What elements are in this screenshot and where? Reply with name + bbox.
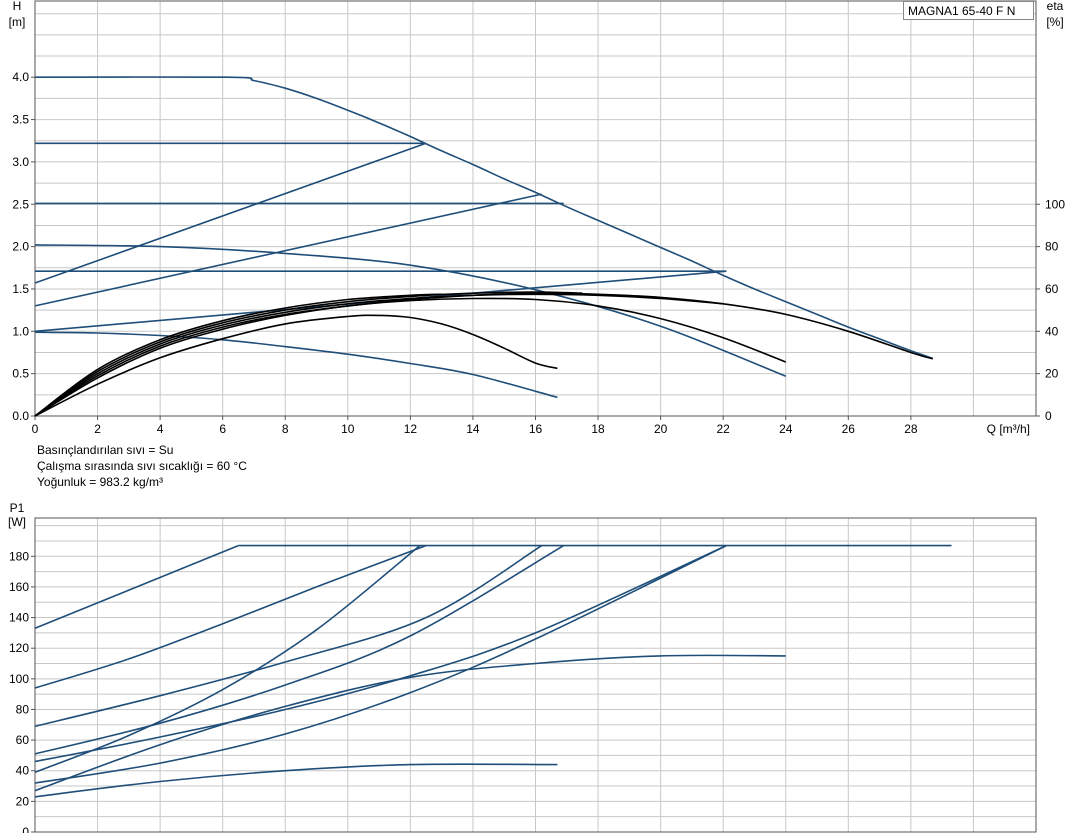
power-curve-9 — [34, 763, 558, 798]
x-tick-label: 28 — [904, 422, 918, 436]
power-curve-6 — [34, 544, 727, 784]
y2-tick-label: 20 — [1045, 367, 1059, 381]
power-curve-2 — [34, 544, 427, 689]
efficiency-curve-10 — [34, 297, 787, 417]
y-tick-label: 0.0 — [12, 409, 29, 423]
head-curve-7 — [34, 244, 787, 377]
power-curve-7 — [34, 544, 421, 774]
power-curve-3 — [34, 544, 543, 728]
x-tick-label: 6 — [219, 422, 226, 436]
y2-tick-label: 80 — [1045, 240, 1059, 254]
y-tick-label: 0.5 — [12, 367, 29, 381]
power-curve-4 — [34, 544, 565, 755]
condition-density: Yoğunluk = 983.2 kg/m³ — [37, 475, 163, 489]
y2-tick-label: 100 — [1045, 197, 1065, 211]
efficiency-curve-12 — [34, 293, 724, 417]
y-tick-label: 40 — [16, 764, 30, 778]
y-tick-label: 3.5 — [12, 113, 29, 127]
x-tick-label: 16 — [529, 422, 543, 436]
head-curve-4 — [34, 142, 427, 284]
power-curve-5 — [34, 544, 727, 763]
x-tick-label: 26 — [842, 422, 856, 436]
condition-temperature: Çalışma sırasında sıvı sıcaklığı = 60 °C — [37, 459, 247, 473]
y-tick-label: 3.0 — [12, 155, 29, 169]
efficiency-curve-9 — [34, 314, 558, 417]
y-axis-unit: [W] — [8, 515, 26, 529]
y-tick-label: 120 — [9, 641, 29, 655]
power-curve-0 — [34, 544, 239, 630]
y-tick-label: 140 — [9, 611, 29, 625]
y-tick-label: 180 — [9, 549, 29, 563]
head-curve-0 — [34, 76, 934, 360]
y-tick-label: 2.5 — [12, 197, 29, 211]
y2-axis-unit: [%] — [1046, 15, 1063, 29]
y-tick-label: 80 — [16, 702, 30, 716]
y2-tick-label: 40 — [1045, 324, 1059, 338]
model-label: MAGNA1 65-40 F N — [903, 1, 1034, 20]
head-curve-5 — [34, 193, 542, 307]
x-tick-label: 8 — [282, 422, 289, 436]
y-tick-label: 60 — [16, 733, 30, 747]
x-tick-label: 10 — [341, 422, 355, 436]
y-tick-label: 4.0 — [12, 70, 29, 84]
x-tick-label: 22 — [717, 422, 731, 436]
x-tick-label: 2 — [94, 422, 101, 436]
x-tick-label: 0 — [32, 422, 39, 436]
y2-axis-label: eta — [1047, 0, 1064, 13]
y-axis-unit: [m] — [9, 15, 26, 29]
power-curve-8 — [34, 654, 786, 792]
y-tick-label: 100 — [9, 672, 29, 686]
x-tick-label: 12 — [404, 422, 418, 436]
head-curve-8 — [34, 331, 558, 399]
y-tick-label: 160 — [9, 580, 29, 594]
efficiency-curve-14 — [34, 293, 442, 417]
efficiency-curve-13 — [34, 291, 583, 417]
x-tick-label: 24 — [779, 422, 793, 436]
y-axis-label: P1 — [10, 501, 25, 515]
x-axis-label: Q [m³/h] — [987, 422, 1030, 436]
plot-frame — [34, 517, 1037, 833]
x-tick-label: 4 — [157, 422, 164, 436]
y-tick-label: 1.0 — [12, 324, 29, 338]
y-tick-label: 0 — [22, 825, 29, 833]
y-tick-label: 2.0 — [12, 240, 29, 254]
x-tick-label: 14 — [466, 422, 480, 436]
x-tick-label: 20 — [654, 422, 668, 436]
x-tick-label: 18 — [591, 422, 605, 436]
y2-tick-label: 0 — [1045, 409, 1052, 423]
y-tick-label: 20 — [16, 794, 30, 808]
condition-fluid: Basınçlandırılan sıvı = Su — [37, 443, 174, 457]
y-axis-label: H — [13, 0, 22, 13]
y2-tick-label: 60 — [1045, 282, 1059, 296]
y-tick-label: 1.5 — [12, 282, 29, 296]
